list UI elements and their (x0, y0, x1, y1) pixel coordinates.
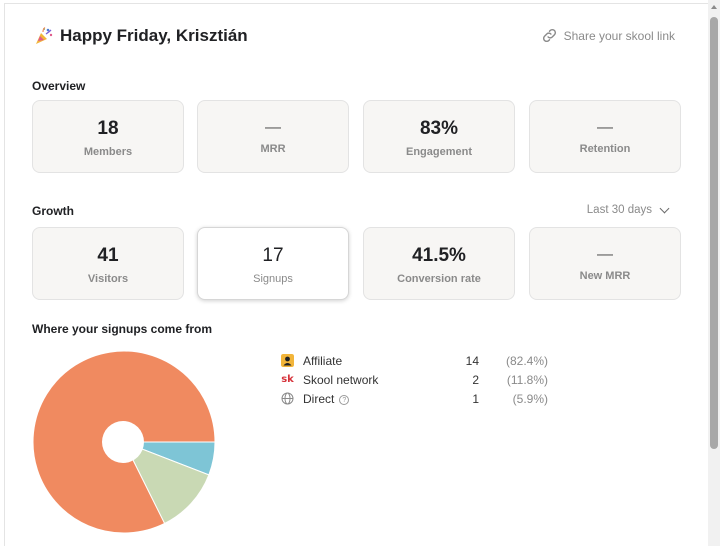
page-title: Happy Friday, Krisztián (60, 26, 248, 45)
card-label: Conversion rate (397, 273, 481, 285)
signup-sources-legend: Affiliate 14 (82.4%) sk Skool network 2 … (281, 353, 551, 410)
period-dropdown[interactable]: Last 30 days (586, 203, 670, 216)
source-count: 1 (472, 392, 479, 406)
source-count: 14 (465, 354, 479, 368)
source-name: Skool network (303, 373, 379, 387)
chevron-down-icon (659, 203, 670, 213)
scrollbar-thumb[interactable] (710, 17, 718, 449)
card-value: 18 (97, 118, 119, 139)
scrollbar[interactable] (708, 0, 720, 546)
scroll-up-arrow-icon[interactable] (711, 5, 717, 9)
card-label: Engagement (405, 146, 472, 158)
card-value: — (597, 246, 613, 263)
source-percent: (82.4%) (505, 354, 548, 368)
card-value: — (597, 119, 613, 136)
card-value: 17 (262, 245, 284, 266)
conversion-rate-card[interactable]: 41.5% Conversion rate (363, 227, 515, 300)
card-label: Members (83, 146, 133, 158)
pie-slice-skool-network[interactable] (122, 441, 210, 525)
card-label: New MRR (579, 270, 631, 282)
card-label: Visitors (87, 273, 129, 285)
list-item: Affiliate 14 (82.4%) (281, 353, 551, 372)
signup-sources-heading: Where your signups come from (32, 322, 213, 336)
overview-heading: Overview (32, 79, 86, 93)
card-value: 41.5% (412, 245, 466, 266)
globe-icon (281, 392, 294, 405)
engagement-card[interactable]: 83% Engagement (363, 100, 515, 173)
share-link-label: Share your skool link (563, 28, 675, 43)
card-value: — (265, 119, 281, 136)
period-selected-value: Last 30 days (586, 204, 652, 216)
skool-sk-icon: sk (281, 374, 294, 385)
signups-card[interactable]: 17 Signups (197, 227, 349, 300)
card-value: 83% (419, 118, 459, 139)
signup-sources-pie-chart (32, 350, 216, 534)
card-label: MRR (260, 143, 286, 155)
card-value: 41 (97, 245, 119, 266)
card-label: Signups (253, 273, 293, 285)
mrr-card[interactable]: — MRR (197, 100, 349, 173)
link-icon (542, 28, 556, 43)
members-card[interactable]: 18 Members (32, 100, 184, 173)
retention-card[interactable]: — Retention (529, 100, 681, 173)
visitors-card[interactable]: 41 Visitors (32, 227, 184, 300)
source-count: 2 (472, 373, 479, 387)
question-circle-icon[interactable]: ? (339, 395, 350, 405)
source-percent: (11.8%) (506, 373, 548, 387)
new-mrr-card[interactable]: — New MRR (529, 227, 681, 300)
greeting-header: Happy Friday, Krisztián (34, 26, 248, 46)
pie-center-hole (102, 421, 144, 463)
source-percent: (5.9%) (512, 392, 548, 406)
party-popper-icon (36, 27, 53, 44)
person-icon (281, 354, 294, 367)
share-link-button[interactable]: Share your skool link (541, 27, 675, 44)
list-item: sk Skool network 2 (11.8%) (281, 372, 551, 391)
source-name: Direct? (303, 392, 350, 406)
source-name-text: Direct (303, 392, 335, 406)
card-label: Retention (579, 143, 631, 155)
source-name: Affiliate (303, 354, 343, 368)
list-item: Direct? 1 (5.9%) (281, 391, 551, 410)
growth-heading: Growth (32, 204, 74, 218)
